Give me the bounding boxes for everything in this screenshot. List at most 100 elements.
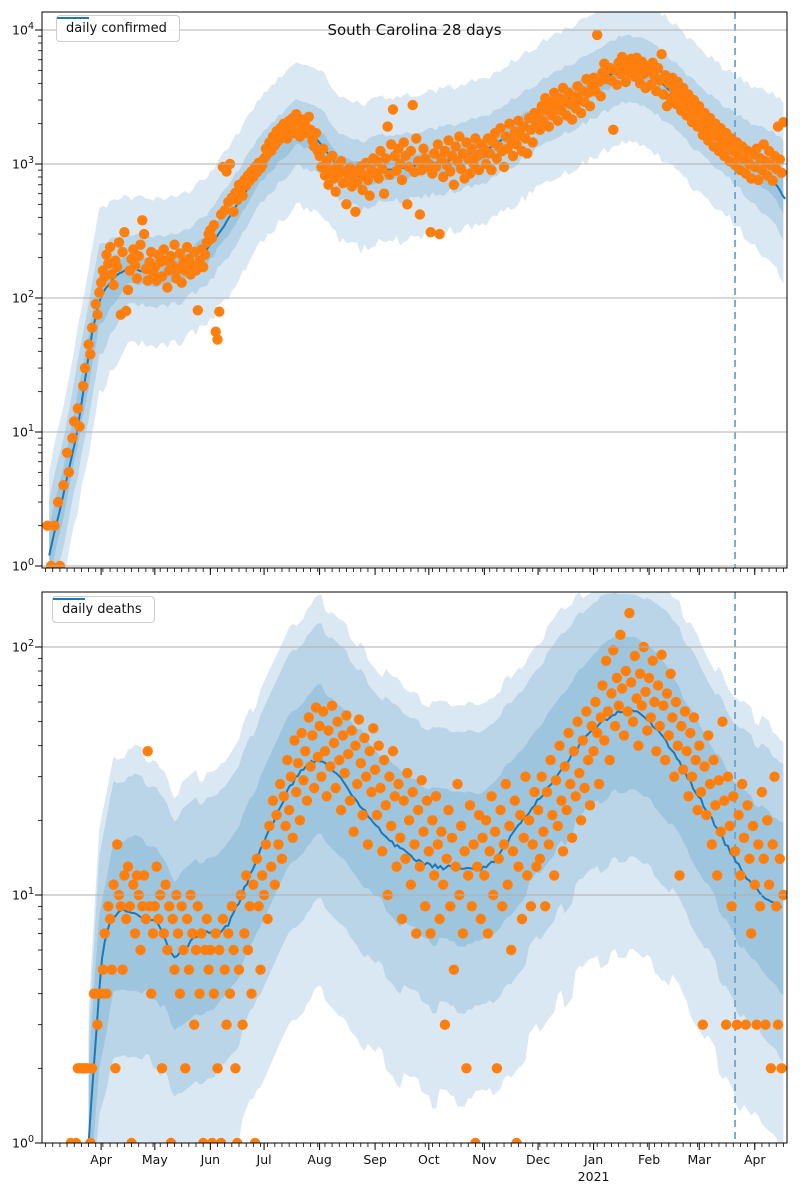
scatter-point <box>137 215 148 226</box>
scatter-point <box>651 746 662 757</box>
scatter-point <box>135 944 146 956</box>
scatter-point <box>128 879 139 890</box>
scatter-point <box>187 928 198 939</box>
scatter-point <box>101 988 112 999</box>
scatter-point <box>611 79 623 91</box>
scatter-point <box>121 913 132 925</box>
scatter-point <box>590 696 601 708</box>
scatter-point <box>99 928 110 939</box>
scatter-point <box>697 1019 708 1030</box>
scatter-point <box>771 901 782 912</box>
scatter-point <box>600 655 612 666</box>
scatter-point <box>190 944 202 956</box>
scatter-point <box>565 778 576 790</box>
x-tick-label-month: May <box>142 1152 168 1167</box>
scatter-point <box>532 804 544 816</box>
scatter-point <box>129 260 141 271</box>
scatter-point <box>522 148 533 159</box>
scatter-point <box>466 901 477 912</box>
scatter-point <box>350 740 361 751</box>
scatter-point <box>534 124 546 135</box>
scatter-point <box>756 786 768 798</box>
scatter-point <box>291 786 302 798</box>
scatter-point <box>443 135 454 146</box>
scatter-point <box>242 944 254 956</box>
scatter-point <box>418 143 429 154</box>
x-tick-label-month: Sep <box>363 1152 387 1167</box>
scatter-point <box>357 809 368 821</box>
scatter-point <box>622 706 633 717</box>
scatter-point <box>452 778 463 790</box>
scatter-point <box>418 826 429 837</box>
scatter-point <box>556 795 567 806</box>
scatter-point <box>423 846 434 857</box>
scatter-point <box>674 870 685 881</box>
scatter-point <box>547 809 558 821</box>
scatter-point <box>618 730 630 741</box>
scatter-point <box>575 815 587 826</box>
scatter-point <box>276 853 288 864</box>
scatter-point <box>396 174 408 186</box>
scatter-point <box>212 1063 223 1074</box>
scatter-point <box>540 901 551 912</box>
scatter-point <box>237 1019 248 1030</box>
legend-line-sample-icon <box>57 17 89 19</box>
scatter-point <box>475 913 486 925</box>
scatter-point <box>563 727 574 739</box>
scatter-point <box>403 815 415 826</box>
legend-daily-deaths: daily deaths <box>52 596 155 623</box>
scatter-point <box>561 804 572 816</box>
scatter-point <box>747 820 759 832</box>
scatter-point <box>681 746 692 757</box>
scatter-point <box>581 706 592 717</box>
scatter-point <box>138 870 150 881</box>
scatter-point <box>656 49 667 60</box>
scatter-point <box>360 771 372 782</box>
scatter-point <box>486 791 497 802</box>
scatter-point <box>318 143 329 154</box>
scatter-point <box>470 1137 481 1143</box>
scatter-point <box>559 761 571 772</box>
scatter-point <box>541 786 553 798</box>
legend-label-confirmed: daily confirmed <box>66 21 167 36</box>
scatter-point <box>765 1063 777 1074</box>
scatter-point <box>153 913 164 925</box>
scatter-point <box>643 672 655 684</box>
scatter-point <box>183 964 195 975</box>
scatter-point <box>137 901 148 912</box>
scatter-point <box>239 928 250 939</box>
x-tick-label-month: Nov <box>472 1152 497 1167</box>
scatter-point <box>459 846 470 857</box>
scatter-point <box>545 754 556 766</box>
scatter-point <box>434 913 445 925</box>
scatter-point <box>502 143 513 154</box>
scatter-point <box>634 668 646 679</box>
scatter-point <box>507 150 519 162</box>
scatter-point <box>436 826 447 837</box>
scatter-point <box>654 720 665 732</box>
confidence-band-outer <box>88 592 784 1143</box>
x-tick-label-month: Aug <box>307 1152 331 1167</box>
plot-area-daily-confirmed <box>42 12 787 568</box>
scatter-point <box>352 778 363 790</box>
scatter-point <box>326 150 338 162</box>
scatter-point <box>325 761 336 772</box>
scatter-point <box>613 700 624 711</box>
scatter-point <box>319 746 331 757</box>
legend-line-sample-icon <box>53 598 85 600</box>
scatter-point <box>189 1019 200 1030</box>
scatter-point <box>624 607 635 619</box>
scatter-point <box>724 820 735 832</box>
scatter-point <box>762 815 773 826</box>
scatter-point <box>482 928 494 939</box>
scatter-point <box>566 832 578 843</box>
scatter-point <box>523 815 535 826</box>
scatter-point <box>506 944 517 956</box>
scatter-point <box>606 688 617 699</box>
scatter-point <box>468 839 479 850</box>
scatter-point <box>330 782 341 794</box>
scatter-point <box>133 251 144 262</box>
scatter-point <box>97 964 109 975</box>
scatter-point <box>608 124 619 135</box>
scatter-point <box>292 758 304 769</box>
